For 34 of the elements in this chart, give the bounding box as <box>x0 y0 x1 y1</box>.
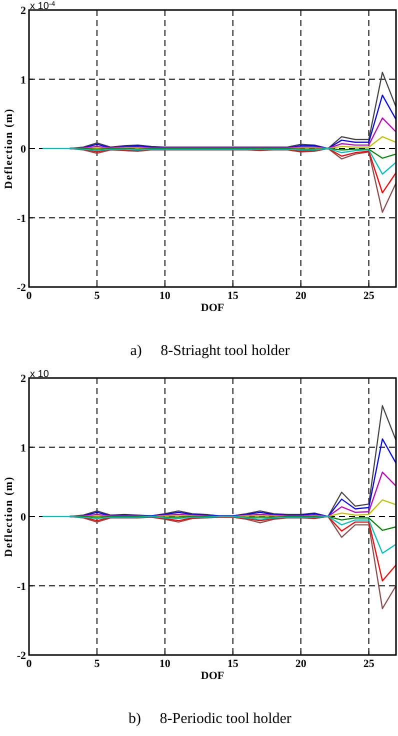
line-series <box>42 516 397 554</box>
x-tick-label: 20 <box>295 658 307 670</box>
x-axis-title: DOF <box>200 302 224 314</box>
x-tick-label: 15 <box>227 290 239 302</box>
annotation: x 10$^{-4}$ <box>30 0 56 12</box>
text: b) 8-Periodic tool holder <box>128 711 292 727</box>
x-tick-label: 10 <box>159 658 171 670</box>
line-series <box>69 516 397 610</box>
x-tick-label: 5 <box>94 290 100 302</box>
line-series <box>42 148 397 175</box>
y-tick-label: 0 <box>20 144 26 156</box>
x-tick-label: 10 <box>159 290 171 302</box>
text: a) 8-Striaght tool holder <box>130 343 290 359</box>
y-tick-label: -1 <box>16 212 26 225</box>
x-tick-label: 5 <box>94 658 100 670</box>
y-tick-label: 0 <box>20 512 26 524</box>
y-tick-label: -2 <box>16 282 26 294</box>
y-axis-title: Deflection (m) <box>3 108 15 189</box>
x-tick-label: 15 <box>227 658 239 670</box>
y-tick-label: 1 <box>20 74 26 86</box>
line-series <box>69 148 397 213</box>
x-tick-label: 25 <box>363 658 375 670</box>
line-series <box>69 405 397 518</box>
x-tick-label: 25 <box>363 290 375 302</box>
line-series <box>69 72 397 150</box>
y-tick-label: -2 <box>16 650 26 662</box>
y-tick-label: 2 <box>20 5 26 17</box>
annotation: x 10 <box>30 369 50 380</box>
y-axis-title: Deflection (m) <box>3 476 15 557</box>
y-tick-label: 1 <box>20 442 26 454</box>
y-tick-label: -1 <box>16 580 26 593</box>
x-tick-label: 20 <box>295 290 307 302</box>
y-tick-label: 2 <box>20 373 26 385</box>
x-axis-title: DOF <box>200 670 224 682</box>
